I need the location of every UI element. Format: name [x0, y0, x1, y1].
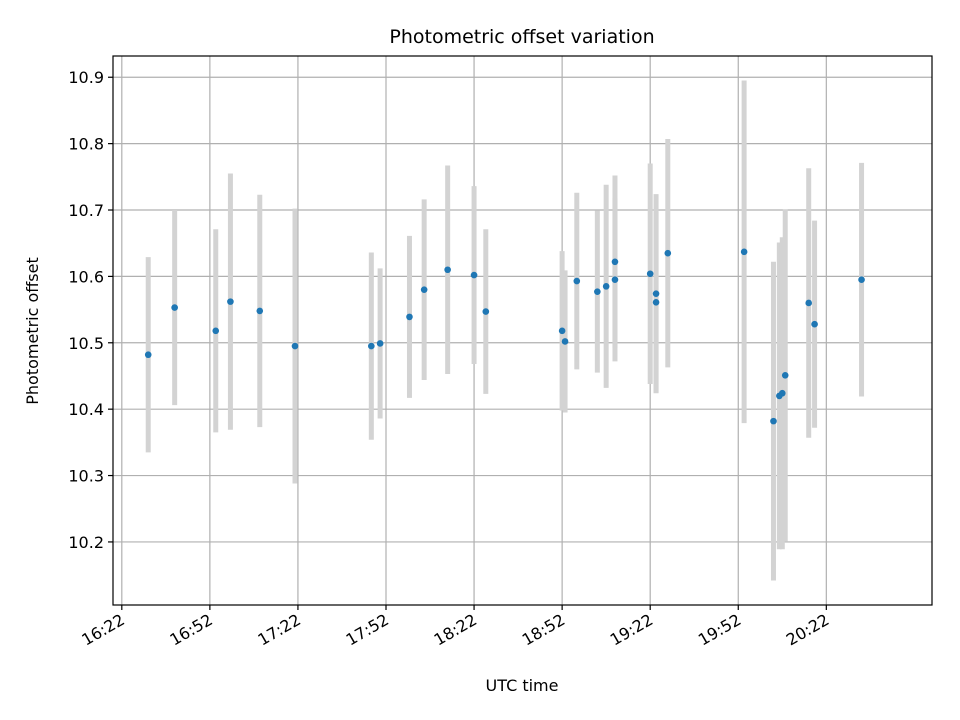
data-point	[376, 340, 384, 347]
data-point	[858, 276, 865, 284]
data-point	[212, 327, 220, 335]
y-tick-label: 10.3	[68, 467, 104, 486]
data-point	[740, 248, 748, 256]
data-point	[227, 298, 234, 305]
data-point	[406, 313, 413, 321]
data-point	[171, 304, 178, 311]
data-point	[811, 320, 818, 328]
y-axis-label: Photometric offset	[23, 257, 42, 405]
data-point	[664, 249, 672, 257]
data-point	[420, 286, 428, 293]
y-tick-label: 10.6	[68, 267, 104, 286]
y-tick-label: 10.8	[68, 135, 104, 154]
data-point	[368, 342, 375, 350]
data-point	[646, 270, 654, 278]
data-point	[778, 389, 786, 397]
y-tick-label: 10.9	[68, 68, 104, 87]
x-axis-label: UTC time	[486, 676, 559, 695]
data-point	[256, 307, 264, 315]
data-point	[611, 258, 619, 266]
data-point	[482, 308, 490, 315]
data-point	[805, 299, 813, 307]
y-axis-ticks: 10.2 10.3 10.4 10.5 10.6 10.7 10.8 10.9	[68, 68, 113, 552]
data-point	[652, 298, 660, 306]
data-point	[573, 277, 581, 285]
data-point	[770, 417, 777, 425]
y-tick-label: 10.5	[68, 334, 104, 353]
data-points	[144, 248, 865, 425]
data-point	[602, 283, 610, 290]
grid-lines	[113, 56, 932, 605]
y-tick-label: 10.7	[68, 201, 104, 220]
data-point	[652, 290, 660, 297]
data-point	[470, 271, 478, 279]
data-point	[444, 266, 451, 274]
chart-title: Photometric offset variation	[389, 26, 654, 48]
data-point	[291, 342, 299, 350]
plot-area-frame	[112, 55, 933, 606]
data-point	[781, 372, 789, 379]
data-point	[611, 276, 619, 284]
data-point	[558, 327, 566, 335]
y-tick-label: 10.2	[68, 533, 104, 552]
y-tick-label: 10.4	[68, 400, 104, 419]
data-point	[594, 288, 601, 295]
data-point	[561, 338, 569, 345]
data-point	[144, 351, 152, 359]
